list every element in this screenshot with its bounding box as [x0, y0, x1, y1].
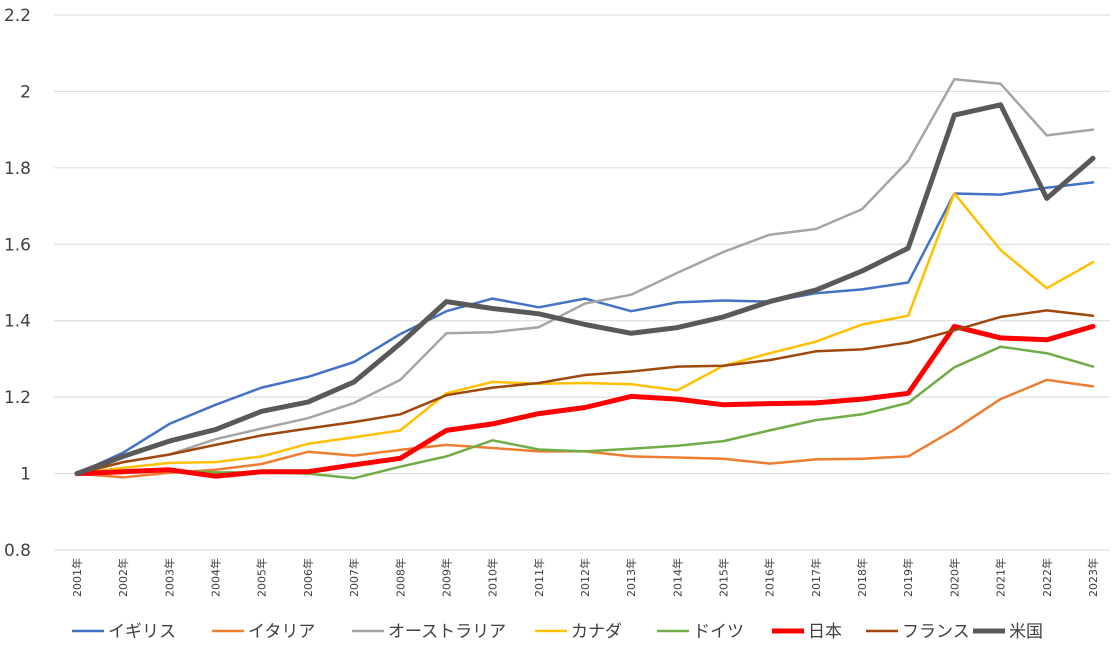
x-tick-label: 2005年 — [255, 558, 269, 597]
x-tick-label: 2002年 — [116, 558, 130, 597]
legend-label: イギリス — [108, 622, 176, 642]
legend-label: オーストラリア — [388, 622, 506, 642]
legend-item: イギリス — [72, 622, 176, 642]
legend-label: 米国 — [1009, 622, 1043, 642]
legend: イギリス イタリア オーストラリア カナダ ドイツ 日本 フランス 米国 — [72, 622, 1043, 642]
legend-label: フランス — [902, 622, 970, 642]
x-tick-label: 2015年 — [717, 558, 731, 597]
x-tick-label: 2013年 — [624, 558, 638, 597]
y-tick-label: 1.8 — [4, 159, 31, 179]
legend-item: 日本 — [772, 622, 842, 642]
x-tick-label: 2006年 — [301, 558, 315, 597]
x-tick-label: 2012年 — [578, 558, 592, 597]
series-line-3 — [75, 192, 1095, 475]
legend-item: ドイツ — [657, 622, 744, 642]
x-tick-label: 2022年 — [1040, 558, 1054, 597]
x-tick-label: 2018年 — [855, 558, 869, 597]
legend-item: カナダ — [535, 622, 622, 642]
series-line-6 — [75, 309, 1095, 475]
x-tick-label: 2014年 — [670, 558, 684, 597]
x-tick-label: 2016年 — [763, 558, 777, 597]
x-tick-label: 2004年 — [209, 558, 223, 597]
y-axis-ticks: 0.8 1 1.2 1.4 1.6 1.8 2 2.2 — [4, 6, 31, 561]
y-tick-label: 1.6 — [4, 235, 31, 255]
x-tick-label: 2008年 — [393, 558, 407, 597]
x-tick-label: 2001年 — [70, 558, 84, 597]
y-tick-label: 1.2 — [4, 388, 31, 408]
series-line-1 — [75, 378, 1095, 479]
y-tick-label: 0.8 — [4, 541, 31, 561]
x-tick-label: 2017年 — [809, 558, 823, 597]
y-tick-label: 2.2 — [4, 6, 31, 26]
y-tick-label: 1.4 — [4, 312, 31, 332]
x-tick-label: 2021年 — [994, 558, 1008, 597]
series-line-2 — [75, 77, 1095, 475]
legend-item: イタリア — [212, 622, 315, 642]
series-line-0 — [75, 181, 1095, 475]
y-tick-label: 2 — [20, 82, 31, 102]
x-tick-label: 2023年 — [1086, 558, 1100, 597]
x-tick-label: 2009年 — [439, 558, 453, 597]
series-line-4 — [75, 345, 1095, 480]
x-tick-label: 2020年 — [947, 558, 961, 597]
series-lines — [74, 77, 1096, 480]
legend-label: 日本 — [808, 622, 842, 642]
x-tick-label: 2007年 — [347, 558, 361, 597]
legend-item: フランス — [866, 622, 970, 642]
series-line-7 — [74, 102, 1096, 477]
x-tick-label: 2011年 — [532, 558, 546, 597]
legend-item: オーストラリア — [352, 622, 506, 642]
series-line-5 — [74, 323, 1096, 479]
y-tick-label: 1 — [20, 465, 31, 485]
x-tick-label: 2003年 — [162, 558, 176, 597]
legend-label: ドイツ — [693, 622, 744, 642]
legend-item: 米国 — [973, 622, 1043, 642]
x-tick-label: 2019年 — [901, 558, 915, 597]
legend-label: カナダ — [571, 622, 622, 642]
x-axis-ticks: 2001年 2002年 2003年 2004年 2005年 2006年 2007年 2008年… — [70, 558, 1100, 597]
x-tick-label: 2010年 — [486, 558, 500, 597]
legend-label: イタリア — [248, 622, 315, 642]
